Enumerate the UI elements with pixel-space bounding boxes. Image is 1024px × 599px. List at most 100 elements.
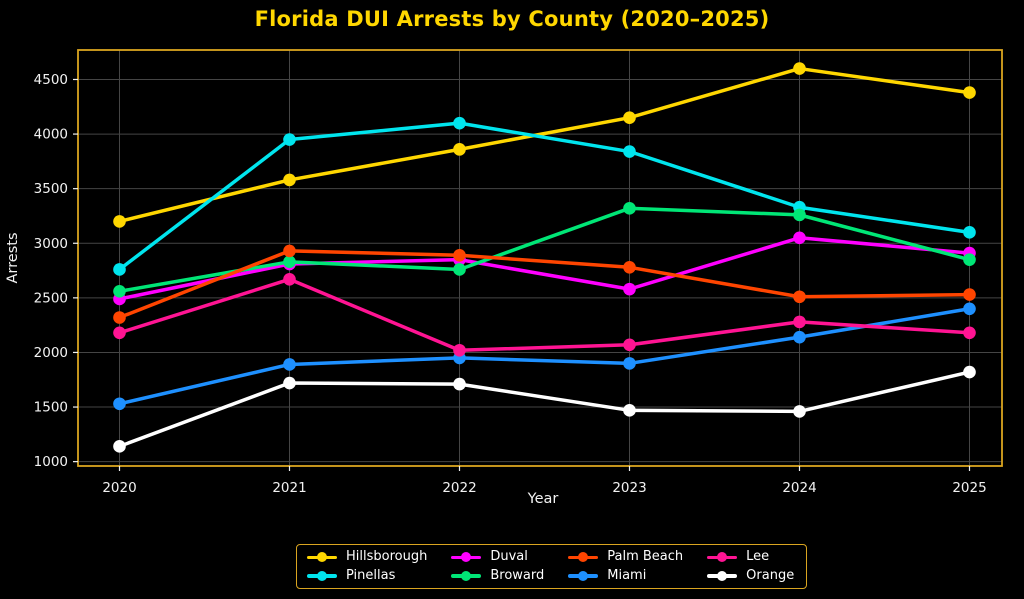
legend-label: Duval [490, 549, 528, 565]
legend-label: Lee [746, 549, 770, 565]
legend-marker-dot [317, 552, 327, 563]
y-tick-label: 3000 [34, 236, 68, 252]
y-axis-label: Arrests [5, 233, 21, 284]
x-tick-label: 2020 [102, 480, 136, 496]
legend-label: Pinellas [346, 567, 396, 583]
data-point-broward-2020 [113, 285, 126, 298]
data-point-broward-2022 [453, 263, 466, 276]
data-point-broward-2023 [623, 202, 636, 215]
legend-marker [707, 552, 738, 563]
series-line-orange [117, 370, 972, 449]
data-point-miami-2025 [963, 302, 976, 316]
data-point-pinellas-2023 [623, 145, 636, 158]
series-line-miami [117, 307, 972, 406]
legend-marker [568, 552, 599, 563]
data-point-lee-2025 [963, 326, 976, 340]
data-point-broward-2024 [793, 208, 806, 222]
data-point-hillsborough-2020 [113, 215, 126, 228]
legend-marker [307, 552, 337, 563]
legend-item-orange: Orange [707, 568, 794, 584]
legend-marker-dot [717, 552, 728, 563]
series-line-pinellas [117, 121, 972, 272]
data-point-palm-beach-2020 [113, 311, 126, 324]
legend-marker [307, 570, 337, 581]
data-point-palm-beach-2025 [963, 288, 976, 301]
x-tick-label: 2023 [612, 480, 646, 496]
legend-label: Palm Beach [607, 549, 684, 565]
y-tick-label: 1500 [34, 400, 68, 416]
legend-label: Broward [490, 567, 545, 583]
series-lines [113, 62, 976, 453]
x-tick-label: 2021 [272, 480, 306, 496]
x-tick-label: 2022 [442, 480, 476, 496]
grid [78, 50, 1002, 466]
legend-marker-dot [578, 552, 589, 563]
data-point-pinellas-2025 [963, 226, 976, 239]
series-line-broward [117, 206, 972, 294]
data-point-palm-beach-2024 [793, 290, 806, 304]
legend-marker-dot [717, 570, 728, 581]
series-line-palm-beach [117, 249, 972, 320]
legend-item-hillsborough: Hillsborough [307, 549, 427, 565]
legend-item-palm-beach: Palm Beach [568, 549, 683, 565]
legend-item-pinellas: Pinellas [307, 568, 427, 584]
y-tick-label: 4000 [34, 127, 68, 143]
data-point-lee-2021 [283, 272, 296, 286]
legend-marker [707, 570, 738, 581]
data-point-miami-2024 [793, 330, 806, 344]
data-point-orange-2022 [453, 377, 466, 391]
data-point-miami-2020 [113, 397, 126, 411]
data-point-lee-2024 [793, 315, 806, 329]
data-point-miami-2021 [283, 358, 296, 371]
data-point-palm-beach-2023 [623, 260, 636, 274]
plot-area-border [77, 49, 1003, 467]
data-point-hillsborough-2024 [793, 62, 806, 75]
legend-marker [451, 552, 482, 563]
legend-marker [568, 570, 599, 581]
series-line-hillsborough [117, 66, 972, 224]
data-point-hillsborough-2025 [963, 86, 976, 99]
y-tick-label: 1000 [34, 454, 68, 470]
legend-label: Orange [746, 567, 795, 583]
legend-item-lee: Lee [707, 549, 794, 565]
data-point-hillsborough-2021 [283, 173, 296, 187]
y-tick-label: 4500 [34, 72, 68, 88]
data-point-pinellas-2020 [113, 263, 126, 276]
legend-item-broward: Broward [451, 568, 544, 584]
data-point-orange-2023 [623, 404, 636, 417]
legend-marker-dot [461, 552, 472, 563]
tick-labels: 2020 2021 2022 2023 2024 2025 1000 1500 2000 2500… [34, 72, 987, 496]
data-point-duval-2023 [623, 282, 636, 296]
y-tick-label: 3500 [34, 181, 68, 197]
data-point-orange-2025 [963, 365, 976, 379]
legend-marker-dot [461, 570, 472, 581]
data-point-orange-2020 [113, 440, 126, 453]
series-line-duval [117, 236, 972, 301]
legend-item-miami: Miami [568, 568, 683, 584]
legend-marker-dot [317, 570, 327, 581]
x-tick-label: 2025 [952, 480, 986, 496]
data-point-miami-2023 [623, 357, 636, 370]
legend-item-duval: Duval [451, 549, 544, 565]
legend-label: Miami [607, 567, 647, 583]
legend-marker [451, 570, 482, 581]
data-point-palm-beach-2022 [453, 248, 466, 262]
x-axis-label: Year [527, 491, 559, 507]
chart-title: Florida DUI Arrests by County (2020–2025… [254, 7, 770, 31]
data-point-hillsborough-2022 [453, 143, 466, 156]
series-line-lee [117, 277, 972, 353]
y-tick-label: 2000 [34, 345, 68, 361]
y-tick-label: 2500 [34, 290, 68, 306]
data-point-orange-2024 [793, 405, 806, 418]
axis-ticks [73, 78, 971, 471]
legend-marker-dot [578, 570, 589, 581]
data-point-lee-2022 [453, 343, 466, 357]
data-point-pinellas-2022 [453, 116, 466, 130]
data-point-pinellas-2021 [283, 133, 296, 146]
x-tick-label: 2024 [782, 480, 816, 496]
data-point-broward-2021 [283, 255, 296, 269]
legend: Hillsborough Pinellas Duval Broward Palm Bea… [296, 544, 808, 589]
data-point-hillsborough-2023 [623, 111, 636, 124]
